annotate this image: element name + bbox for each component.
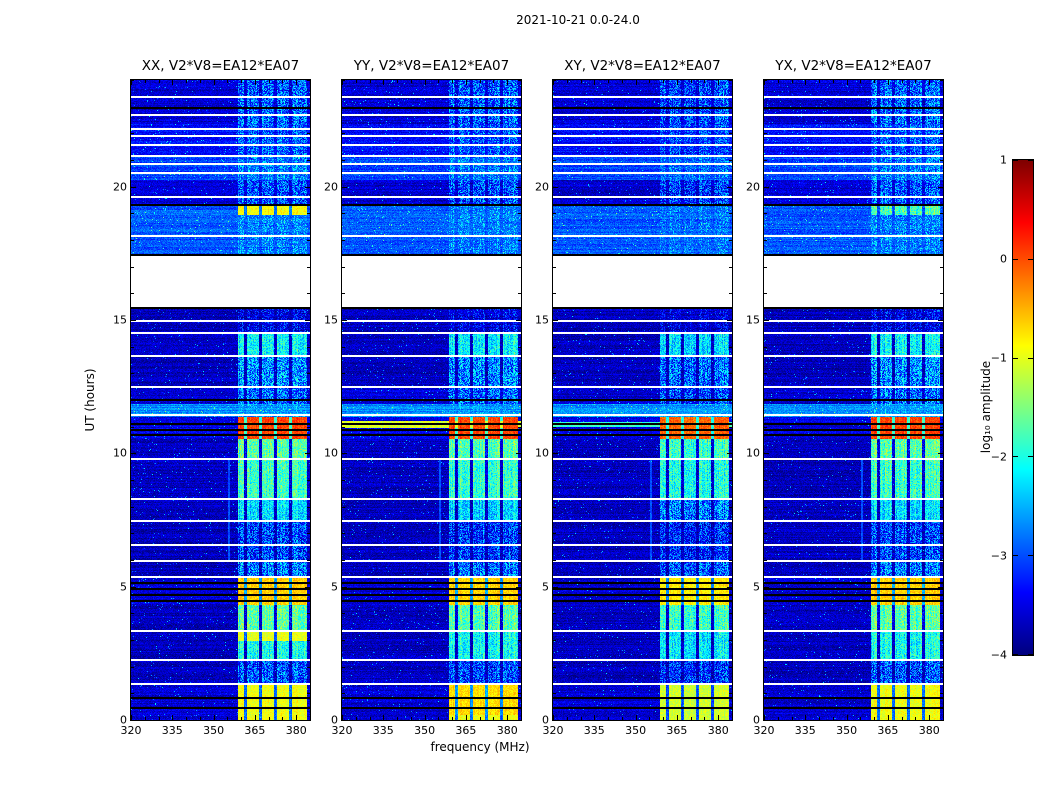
panel-title-yy: YY, V2*V8=EA12*EA07 [353, 58, 510, 74]
panel-title-xy: XY, V2*V8=EA12*EA07 [564, 58, 721, 74]
x-tick-label: 320 [753, 724, 775, 737]
y-tick-label: 15 [535, 313, 549, 327]
x-tick-label: 350 [836, 724, 858, 737]
y-tick-label: 15 [324, 313, 338, 327]
x-tick-label: 365 [666, 724, 688, 737]
y-tick-label: 15 [113, 313, 127, 327]
y-axis-label: UT (hours) [83, 368, 97, 432]
figure-title: 2021-10-21 0.0-24.0 [516, 13, 640, 27]
x-tick-label: 320 [120, 724, 142, 737]
spectrogram-panel-yx: YX, V2*V8=EA12*EA07 0 5 10 15 20 320 335 350 365… [746, 58, 944, 737]
y-tick-label: 5 [753, 580, 760, 594]
x-tick-label: 350 [414, 724, 436, 737]
colorbar-tick-label: −3 [990, 549, 1007, 563]
x-tick-label: 335 [161, 724, 183, 737]
x-tick-label: 380 [707, 724, 729, 737]
y-tick-label: 0 [331, 713, 338, 727]
y-tick-label: 10 [324, 446, 338, 460]
x-tick-label: 335 [794, 724, 816, 737]
y-tick-label: 20 [113, 180, 127, 194]
spectrogram-canvas-xx [130, 79, 311, 721]
y-tick-label: 5 [120, 580, 127, 594]
spectrogram-canvas-xy [552, 79, 733, 721]
y-tick-label: 10 [113, 446, 127, 460]
spectrogram-panel-xy: XY, V2*V8=EA12*EA07 0 5 10 15 20 320 335 350 365… [535, 58, 733, 737]
y-tick-label: 20 [324, 180, 338, 194]
y-tick-label: 0 [753, 713, 760, 727]
y-tick-label: 10 [535, 446, 549, 460]
colorbar-canvas [1012, 159, 1034, 656]
spectrogram-panel-yy: YY, V2*V8=EA12*EA07 0 5 10 15 20 320 335 350 365… [324, 58, 522, 737]
y-tick-label: 10 [746, 446, 760, 460]
x-tick-label: 320 [542, 724, 564, 737]
y-tick-label: 20 [535, 180, 549, 194]
spectrogram-canvas-yy [341, 79, 522, 721]
colorbar-tick-label: 1 [1000, 153, 1007, 167]
x-tick-label: 335 [583, 724, 605, 737]
spectrogram-panel-xx: XX, V2*V8=EA12*EA07 0 5 10 15 20 320 335 350 365… [113, 58, 311, 737]
x-tick-label: 365 [455, 724, 477, 737]
spectrogram-canvas-yx [763, 79, 944, 721]
colorbar-tick-label: −2 [990, 450, 1007, 464]
x-tick-label: 350 [625, 724, 647, 737]
colorbar-tick-label: −1 [990, 351, 1007, 365]
x-tick-label: 380 [496, 724, 518, 737]
colorbar-tick-label: −4 [990, 648, 1007, 662]
y-tick-label: 0 [542, 713, 549, 727]
colorbar-label: log₁₀ amplitude [979, 360, 993, 454]
colorbar: 1 0 −1 −2 −3 −4 [991, 154, 1034, 662]
y-tick-label: 5 [331, 580, 338, 594]
colorbar-tick-label: 0 [1000, 252, 1007, 266]
x-tick-label: 365 [877, 724, 899, 737]
x-tick-label: 335 [372, 724, 394, 737]
x-tick-label: 380 [918, 724, 940, 737]
y-tick-label: 5 [542, 580, 549, 594]
y-tick-label: 20 [746, 180, 760, 194]
y-tick-label: 15 [746, 313, 760, 327]
x-tick-label: 350 [203, 724, 225, 737]
x-tick-label: 320 [331, 724, 353, 737]
panel-title-xx: XX, V2*V8=EA12*EA07 [141, 58, 300, 74]
y-tick-label: 0 [120, 713, 127, 727]
panel-title-yx: YX, V2*V8=EA12*EA07 [775, 58, 932, 74]
x-tick-label: 380 [285, 724, 307, 737]
x-axis-label: frequency (MHz) [430, 740, 530, 754]
x-tick-label: 365 [244, 724, 266, 737]
